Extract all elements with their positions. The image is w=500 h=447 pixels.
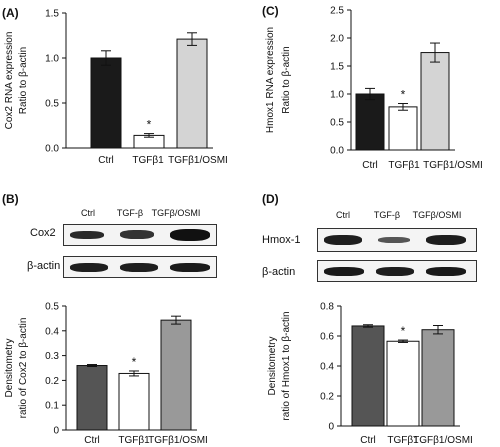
cox2-western-blot: Ctrl TGF-β TGFβ/OSMI Cox2 β-actin: [0, 200, 250, 282]
cox2-densitometry-bar-chart: 0 0.1 0.2 0.3 0.4 0.5 Densitometry ratio of Cox…: [4, 302, 208, 447]
y-axis-label: Densitometry: [4, 339, 15, 398]
significance-marker: *: [147, 118, 152, 132]
panel-label-b: (B): [2, 192, 19, 206]
y-tick-label: 0.5: [45, 99, 59, 110]
y-tick-label: 0.0: [45, 144, 59, 155]
bar: [420, 52, 450, 151]
bar: [351, 325, 385, 427]
blot-lane-label: Ctrl: [336, 210, 350, 220]
y-tick-label: 2.0: [330, 34, 344, 45]
y-tick-label: 0.0: [330, 146, 344, 157]
y-axis-label: Cox2 RNA expression: [4, 32, 15, 130]
x-tick-label: Ctrl: [84, 435, 100, 446]
blot-strip-actin: [317, 260, 477, 282]
blot-row-label: Hmox-1: [262, 234, 301, 246]
y-tick-label: 2.5: [330, 6, 344, 17]
y-axis-label: Hmox1 RNA expression: [265, 27, 276, 133]
y-axis-label: Ratio to β-actin: [18, 47, 29, 114]
y-tick-label: 0.5: [330, 118, 344, 129]
x-tick-label: TGFβ1: [118, 435, 150, 446]
blot-band: [120, 263, 158, 272]
hmox1-rna-bar-chart: 0.0 0.5 1.0 1.5 2.0 2.5 Hmox1 RNA expression Ra…: [265, 6, 483, 172]
blot-band: [324, 235, 362, 245]
bar: [176, 38, 208, 149]
panel-label-c: (C): [262, 4, 279, 18]
blot-band: [120, 230, 154, 239]
blot-row-label: β-actin: [27, 260, 61, 272]
blot-band: [70, 231, 104, 239]
bar: [421, 329, 455, 427]
blot-band: [170, 263, 210, 272]
x-tick-label: Ctrl: [362, 160, 378, 171]
x-tick-label: TGFβ1/OSMI: [413, 435, 473, 446]
x-tick-label: TGFβ1: [388, 160, 420, 171]
bar: [76, 365, 108, 431]
y-axis-label: ratio of Cox2 to β-actin: [18, 318, 29, 419]
y-tick-label: 0.8: [320, 302, 334, 313]
hmox1-densitometry-bar-chart: 0 0.2 0.4 0.6 0.8 Densitometry ratio of Hmox1 …: [267, 302, 473, 447]
y-tick-label: 0.5: [45, 302, 59, 313]
y-tick-label: 0.2: [45, 376, 59, 387]
y-tick-label: 0.6: [320, 332, 334, 343]
x-tick-label: Ctrl: [98, 155, 114, 166]
y-tick-label: 0.4: [320, 362, 334, 373]
y-tick-label: 0: [53, 426, 59, 437]
y-tick-label: 0.3: [45, 351, 59, 362]
significance-marker: *: [401, 88, 406, 102]
panel-label-d: (D): [262, 192, 279, 206]
y-tick-label: 1.5: [45, 9, 59, 20]
blot-lane-label: TGF-β: [116, 208, 144, 218]
y-tick-label: 1.0: [330, 90, 344, 101]
cox2-rna-bar-chart: 0.0 0.5 1.0 1.5 Cox2 RNA expression Ratio to …: [4, 9, 228, 167]
blot-lane-label: TGF-β: [373, 210, 401, 220]
bar: [355, 93, 385, 151]
bar: [388, 106, 418, 151]
bar: [160, 319, 192, 431]
y-axis-label: Ratio to β-actin: [281, 46, 292, 113]
blot-lane-label: TGFβ/OSMI: [151, 208, 201, 218]
blot-strip-target: [63, 224, 217, 246]
blot-lane-label: TGFβ/OSMI: [412, 210, 462, 220]
y-tick-label: 0.1: [45, 401, 59, 412]
blot-strip-target: [317, 228, 477, 252]
x-tick-label: Ctrl: [360, 435, 376, 446]
hmox1-western-blot: Ctrl TGF-β TGFβ/OSMI Hmox-1 β-actin: [255, 200, 500, 282]
y-tick-label: 0.4: [45, 326, 59, 337]
x-tick-label: TGFβ1: [132, 155, 164, 166]
blot-strip-actin: [63, 256, 217, 278]
y-tick-label: 1.5: [330, 62, 344, 73]
blot-row-label: Cox2: [30, 227, 56, 239]
bar: [118, 372, 150, 431]
blot-band: [324, 267, 364, 276]
bar: [386, 340, 420, 427]
panel-label-a: (A): [2, 6, 19, 20]
x-tick-label: TGFβ1/OSMI: [423, 160, 483, 171]
y-tick-label: 0.2: [320, 392, 334, 403]
significance-marker: *: [401, 324, 406, 338]
significance-marker: *: [132, 355, 137, 369]
x-tick-label: TGFβ1: [387, 435, 419, 446]
blot-lane-label: Ctrl: [81, 208, 95, 218]
x-tick-label: TGFβ1/OSMI: [168, 155, 228, 166]
blot-band: [378, 237, 410, 243]
y-tick-label: 0: [328, 422, 334, 433]
blot-band: [170, 229, 210, 241]
blot-band: [426, 267, 466, 276]
blot-band: [426, 235, 466, 245]
bar: [90, 57, 122, 149]
y-tick-label: 1.0: [45, 54, 59, 65]
blot-row-label: β-actin: [262, 266, 296, 278]
y-axis-label: Densitometry: [267, 337, 278, 396]
y-axis-label: ratio of Hmox1 to β-actin: [281, 311, 292, 420]
x-tick-label: TGFβ1/OSMI: [148, 435, 208, 446]
blot-band: [376, 267, 414, 276]
blot-band: [70, 263, 108, 272]
